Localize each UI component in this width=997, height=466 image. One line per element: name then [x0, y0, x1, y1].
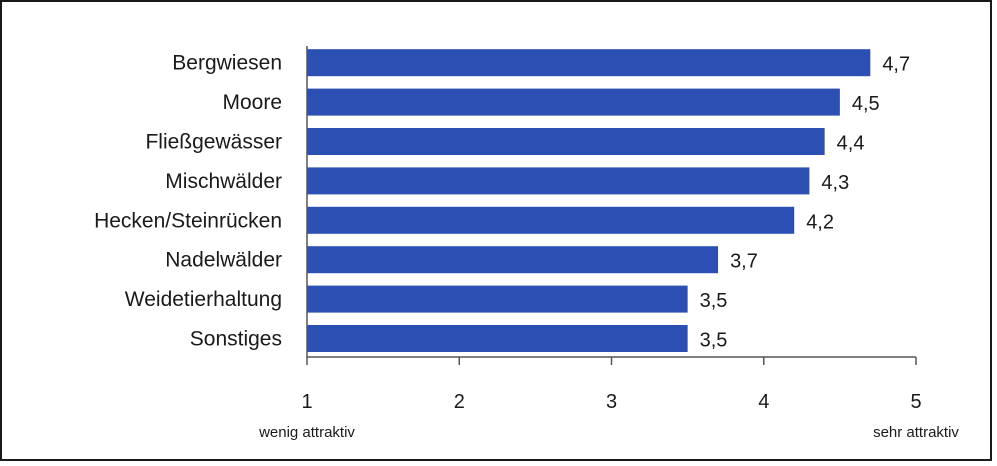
category-labels-group: Bergwiesen Moore Fließgewässer Mischwälder H…	[94, 52, 282, 351]
x-axis-min-label: wenig attraktiv	[258, 424, 355, 441]
category-label: Hecken/Steinrücken	[94, 209, 282, 232]
bar	[307, 49, 871, 77]
category-label: Moore	[222, 91, 282, 114]
category-label: Sonstiges	[190, 328, 282, 351]
bar	[307, 128, 825, 155]
bar	[307, 246, 719, 274]
category-label: Nadelwälder	[165, 249, 282, 272]
x-tick-label: 2	[454, 391, 465, 413]
value-label: 3,5	[700, 330, 728, 352]
bar	[307, 206, 795, 234]
value-label: 4,2	[806, 211, 834, 233]
value-labels-group: 4,74,54,44,34,23,73,53,5	[700, 54, 911, 352]
value-label: 4,3	[821, 172, 849, 194]
category-label: Fließgewässer	[145, 131, 282, 154]
x-tick-label: 5	[910, 391, 921, 413]
value-label: 3,7	[730, 251, 758, 273]
bar	[307, 285, 688, 313]
x-tick-label: 3	[606, 391, 617, 413]
category-label: Weidetierhaltung	[125, 288, 282, 311]
x-tick-label: 4	[758, 391, 769, 413]
bar	[307, 88, 840, 116]
bar	[307, 325, 688, 352]
value-label: 4,7	[882, 54, 910, 76]
value-label: 3,5	[700, 290, 728, 312]
category-label: Mischwälder	[165, 170, 282, 193]
x-axis: 1 2 3 4 5	[301, 46, 922, 413]
x-axis-max-label: sehr attraktiv	[873, 424, 959, 441]
bar	[307, 167, 810, 195]
x-tick-label: 1	[301, 391, 312, 413]
category-label: Bergwiesen	[172, 52, 282, 75]
value-label: 4,5	[852, 93, 880, 115]
value-label: 4,4	[837, 133, 865, 155]
bars-group	[307, 49, 871, 352]
